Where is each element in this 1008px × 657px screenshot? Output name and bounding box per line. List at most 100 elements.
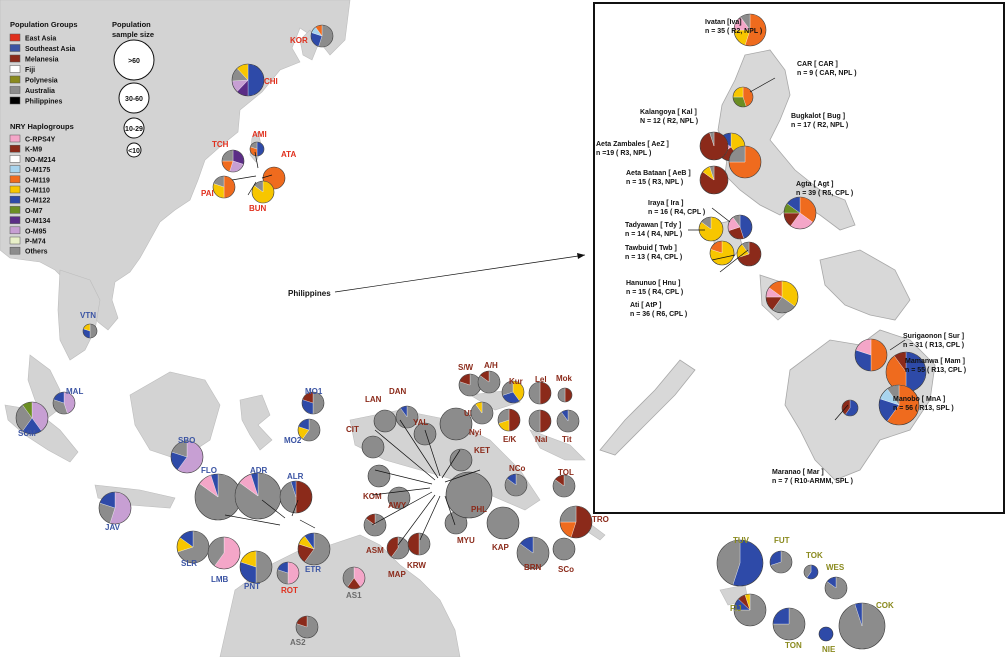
inset-pie-iraya-ira-outline <box>727 214 753 240</box>
pie-asm <box>363 513 387 537</box>
legend-swatch-others <box>9 246 21 255</box>
pie-mo2 <box>297 418 321 442</box>
inset-pie-hanunuo-hnu <box>736 241 762 267</box>
pie-map <box>386 536 410 560</box>
pie-pai-outline <box>212 175 236 199</box>
legend-swatch-polynesia <box>9 75 21 84</box>
pie-cit-outline <box>361 435 385 459</box>
legend-size-circle <box>123 117 145 139</box>
legend-haplogroup-k-m9: K-M9 <box>25 147 42 154</box>
inset-pie-manobo-mna <box>878 384 920 426</box>
pie-ton-outline <box>772 607 806 641</box>
pie-fij-outline <box>733 593 767 627</box>
inset-detail-kalangoya-kal: N = 12 ( R2, NPL ) <box>640 118 698 125</box>
pie-adr <box>234 472 282 520</box>
inset-pie-aeta-zambales-aez-outline <box>699 131 729 161</box>
pie-una-slice <box>440 408 472 440</box>
pie-nyi <box>470 401 494 425</box>
pie-sum <box>15 401 49 435</box>
inset-name-car-car: CAR [ CAR ] <box>797 61 838 68</box>
legend-swatch-k-m9 <box>9 144 21 153</box>
label-brn: BRN <box>524 563 542 572</box>
inset-name-ivatan-iva: Ivatan [Iva] <box>705 19 742 26</box>
pie-sco-slice <box>553 538 575 560</box>
pie-as2 <box>295 615 319 639</box>
label-nyi: Nyi <box>469 428 481 437</box>
legend-swatch-fiji <box>9 65 21 73</box>
inset-pie-surigaonon-sur <box>854 338 888 372</box>
pie-fut <box>769 550 793 574</box>
pie-tuv <box>716 539 764 587</box>
pie-mal <box>52 391 76 415</box>
philippines-pies: Ivatan [Iva] n = 35 ( R2, NPL ) CAR [ CAR … <box>596 13 966 485</box>
label-mok: Mok <box>556 374 573 383</box>
label-tuv: TUV <box>733 536 750 545</box>
legend-size-circle <box>113 39 155 81</box>
label-myu: MYU <box>457 536 475 545</box>
inset-detail-tawbuid-twb: n = 13 ( R4, CPL ) <box>625 254 682 261</box>
pie-e-k-slice <box>508 408 521 432</box>
pie-fut-outline <box>769 550 793 574</box>
inset-pie-bugkalot-bug-outline <box>728 145 762 179</box>
label-s-w: S/W <box>458 363 474 372</box>
label-e-k: E/K <box>503 435 517 444</box>
legend-haplogroup-no-m214: NO-M214 <box>25 157 55 164</box>
inset-name-bugkalot-bug: Bugkalot [ Bug ] <box>791 113 845 120</box>
label-kom: KOM <box>363 492 382 501</box>
label-tit: Tit <box>562 435 572 444</box>
label-ket: KET <box>474 446 490 455</box>
inset-detail-surigaonon-sur: n = 31 ( R13, CPL ) <box>903 342 964 349</box>
pie-krw-slice <box>407 532 420 556</box>
pie-nal-outline <box>528 409 552 433</box>
pie-e-k <box>497 408 521 432</box>
inset-detail-hanunuo-hnu: n = 15 ( R4, CPL ) <box>626 289 683 296</box>
inset-pie-car-car-outline <box>732 86 754 108</box>
inset-pie-ati-atp-outline <box>765 280 799 314</box>
label-kap: KAP <box>492 543 510 552</box>
pie-flo <box>194 473 242 521</box>
population-pies: KOR CHI AMI TCH ATA PAI BUN VTN MAL SUM MO1 MO2 SBO F… <box>15 24 894 654</box>
pie-brn <box>516 536 550 570</box>
label-mo1: MO1 <box>305 387 323 396</box>
inset-pie-agta-agt-outline <box>783 196 817 230</box>
inset-detail-iraya-ira: n = 16 ( R4, CPL ) <box>648 209 705 216</box>
pie-wes-outline <box>824 576 848 600</box>
legend-group-east-asia: East Asia <box>25 36 56 43</box>
pie-tok-outline <box>803 564 819 580</box>
pie-vtn <box>82 323 98 339</box>
legend-size-label: 10-29 <box>125 126 143 133</box>
label-etr: ETR <box>305 565 321 574</box>
label-kor: KOR <box>290 36 308 45</box>
label-as1: AS1 <box>346 591 362 600</box>
pie-jav-outline <box>98 491 132 525</box>
label-tch: TCH <box>212 140 229 149</box>
legend-size-circle <box>126 142 142 158</box>
inset-pie-tawbuid-twb <box>709 240 735 266</box>
inset-pie-tadyawan-tdy-outline <box>698 216 724 242</box>
pie-nie <box>818 626 834 642</box>
pie-ket-outline <box>449 448 473 472</box>
pie-pnt-outline <box>239 550 273 584</box>
pie-kor <box>310 24 334 48</box>
pie-phl <box>445 471 493 519</box>
label-sbo: SBO <box>178 436 195 445</box>
legend-size-label: <10 <box>128 148 140 155</box>
legend-swatch-p-m74 <box>9 236 21 245</box>
inset-pie-maranao-mar-outline <box>841 399 859 417</box>
label-chi: CHI <box>264 77 278 86</box>
pie-sum-outline <box>15 401 49 435</box>
label-mal: MAL <box>66 387 83 396</box>
pie-lmb <box>207 536 241 570</box>
pie-mo1 <box>301 391 325 415</box>
inset-detail-ati-atp: n = 36 ( R6, CPL ) <box>630 311 687 318</box>
inset-pie-surigaonon-sur-outline <box>854 338 888 372</box>
pie-nco-outline <box>504 473 528 497</box>
pie-nal-slice <box>528 409 541 433</box>
legend-group-australia: Australia <box>25 88 55 95</box>
melanesia-connectors <box>224 151 481 546</box>
label-ata: ATA <box>281 150 296 159</box>
pie-kap <box>486 506 520 540</box>
pie-kom-slice <box>368 465 390 487</box>
pie-phl-slice <box>446 472 492 518</box>
label-mo2: MO2 <box>284 436 302 445</box>
